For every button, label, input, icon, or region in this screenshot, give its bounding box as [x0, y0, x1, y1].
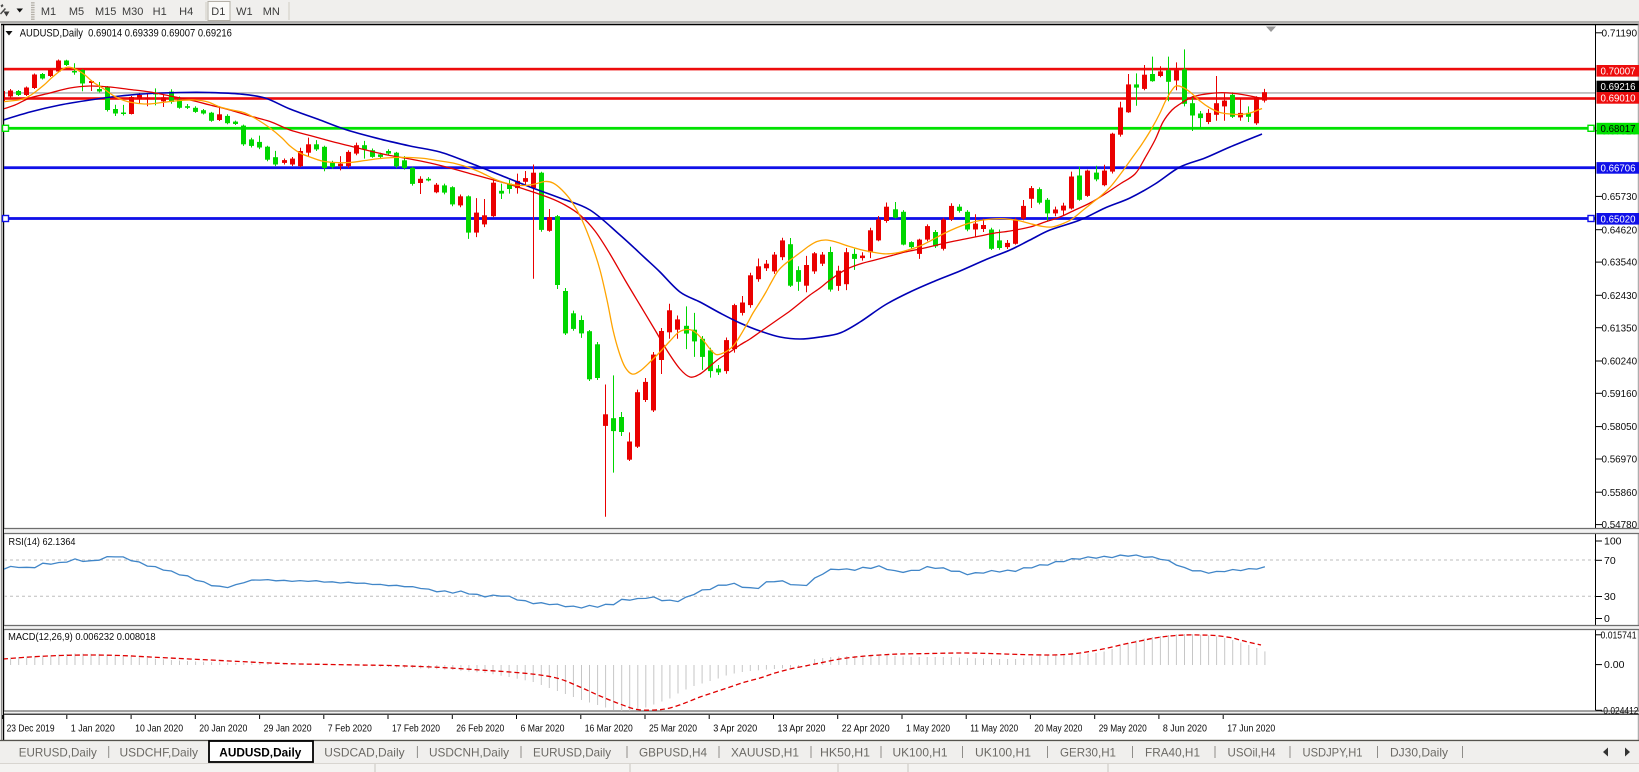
svg-text:0.66706: 0.66706	[1601, 162, 1636, 174]
svg-text:AUDUSD,Daily: AUDUSD,Daily	[219, 746, 301, 760]
svg-text:HK50,H1: HK50,H1	[820, 746, 870, 760]
svg-text:M30: M30	[122, 6, 143, 18]
svg-text:16 Mar 2020: 16 Mar 2020	[585, 723, 633, 735]
svg-text:0.55860: 0.55860	[1602, 487, 1638, 499]
svg-text:0.60240: 0.60240	[1602, 356, 1638, 368]
svg-text:0.69010: 0.69010	[1601, 92, 1636, 104]
svg-text:70: 70	[1604, 555, 1616, 567]
svg-text:-0.024412: -0.024412	[1601, 705, 1639, 717]
svg-text:0.65020: 0.65020	[1601, 213, 1636, 225]
svg-text:0.56970: 0.56970	[1602, 454, 1638, 466]
svg-text:0: 0	[1604, 613, 1610, 625]
svg-text:20 May 2020: 20 May 2020	[1034, 723, 1082, 735]
svg-text:0.63540: 0.63540	[1602, 257, 1638, 269]
svg-text:1 Jan 2020: 1 Jan 2020	[71, 723, 115, 735]
svg-text:0.59160: 0.59160	[1602, 388, 1638, 400]
svg-text:M5: M5	[69, 6, 84, 18]
svg-text:30: 30	[1604, 591, 1616, 603]
svg-text:8 Jun 2020: 8 Jun 2020	[1163, 723, 1207, 735]
svg-text:M15: M15	[95, 6, 116, 18]
svg-text:7 Feb 2020: 7 Feb 2020	[328, 723, 372, 735]
svg-text:GBPUSD,H4: GBPUSD,H4	[639, 746, 707, 760]
svg-text:0.65730: 0.65730	[1602, 191, 1638, 203]
svg-text:DJ30,Daily: DJ30,Daily	[1390, 746, 1448, 760]
svg-text:0.015741: 0.015741	[1601, 629, 1637, 641]
svg-text:USDCHF,Daily: USDCHF,Daily	[120, 746, 199, 760]
svg-text:USDCNH,Daily: USDCNH,Daily	[429, 746, 509, 760]
svg-text:6 Mar 2020: 6 Mar 2020	[521, 723, 565, 735]
svg-text:0.62430: 0.62430	[1602, 290, 1638, 302]
svg-text:26 Feb 2020: 26 Feb 2020	[456, 723, 504, 735]
svg-text:20 Jan 2020: 20 Jan 2020	[199, 723, 247, 735]
svg-text:0.61350: 0.61350	[1602, 322, 1638, 334]
svg-text:MACD(12,26,9) 0.006232 0.00801: MACD(12,26,9) 0.006232 0.008018	[8, 631, 156, 643]
svg-text:UK100,H1: UK100,H1	[975, 746, 1031, 760]
svg-text:H1: H1	[153, 6, 167, 18]
svg-text:0.71190: 0.71190	[1602, 27, 1638, 39]
svg-text:RSI(14) 62.1364: RSI(14) 62.1364	[9, 536, 76, 548]
svg-text:0.64620: 0.64620	[1602, 224, 1638, 236]
svg-text:UK100,H1: UK100,H1	[893, 746, 948, 760]
svg-text:29 Jan 2020: 29 Jan 2020	[264, 723, 312, 735]
svg-text:USDCAD,Daily: USDCAD,Daily	[324, 746, 404, 760]
svg-text:GER30,H1: GER30,H1	[1060, 746, 1116, 760]
svg-text:AUDUSD,Daily 0.69014 0.69339: AUDUSD,Daily 0.69014 0.69339 0.69007 0.6…	[20, 27, 232, 39]
svg-text:0.00: 0.00	[1604, 659, 1625, 671]
svg-text:17 Jun 2020: 17 Jun 2020	[1227, 723, 1275, 735]
svg-text:0.58050: 0.58050	[1602, 421, 1638, 433]
svg-text:USDJPY,H1: USDJPY,H1	[1303, 746, 1363, 760]
svg-text:17 Feb 2020: 17 Feb 2020	[392, 723, 440, 735]
svg-text:FRA40,H1: FRA40,H1	[1145, 746, 1200, 760]
svg-text:MN: MN	[263, 6, 280, 18]
svg-text:H4: H4	[179, 6, 193, 18]
svg-text:M1: M1	[41, 6, 56, 18]
svg-text:EURUSD,Daily: EURUSD,Daily	[19, 746, 97, 760]
svg-text:0.68017: 0.68017	[1601, 123, 1636, 135]
svg-text:W1: W1	[236, 6, 253, 18]
svg-text:1 May 2020: 1 May 2020	[906, 723, 950, 735]
svg-text:EURUSD,Daily: EURUSD,Daily	[533, 746, 611, 760]
svg-text:0.54780: 0.54780	[1602, 519, 1638, 531]
svg-text:29 May 2020: 29 May 2020	[1099, 723, 1147, 735]
svg-text:11 May 2020: 11 May 2020	[970, 723, 1018, 735]
svg-text:3 Apr 2020: 3 Apr 2020	[713, 723, 757, 735]
svg-text:25 Mar 2020: 25 Mar 2020	[649, 723, 697, 735]
svg-text:23 Dec 2019: 23 Dec 2019	[7, 723, 55, 735]
svg-text:13 Apr 2020: 13 Apr 2020	[778, 723, 826, 735]
svg-text:22 Apr 2020: 22 Apr 2020	[842, 723, 890, 735]
svg-text:0.69216: 0.69216	[1601, 81, 1636, 93]
svg-text:D1: D1	[211, 6, 225, 18]
svg-text:XAUUSD,H1: XAUUSD,H1	[731, 746, 799, 760]
svg-text:0.70007: 0.70007	[1601, 65, 1636, 77]
svg-text:100: 100	[1604, 536, 1622, 548]
svg-text:USOil,H4: USOil,H4	[1228, 746, 1276, 760]
svg-text:10 Jan 2020: 10 Jan 2020	[135, 723, 183, 735]
